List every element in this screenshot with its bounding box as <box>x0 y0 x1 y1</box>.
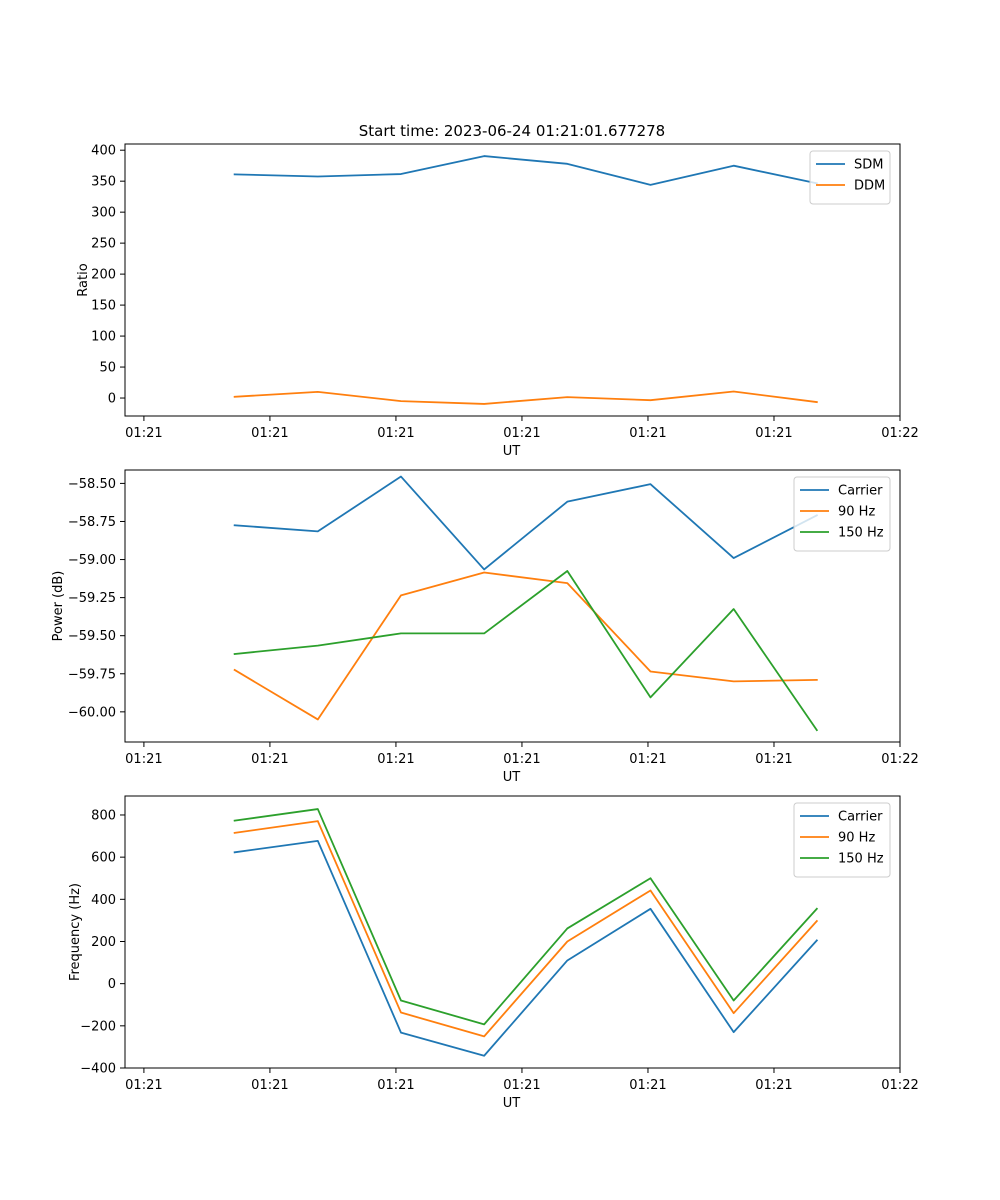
y-tick-label: 150 <box>91 299 116 314</box>
y-tick-label: 400 <box>91 893 116 908</box>
y-tick-label: 600 <box>91 851 116 866</box>
y-tick-label: −59.75 <box>68 667 116 682</box>
legend: Carrier 90 Hz 150 Hz <box>793 802 891 878</box>
figure-title: Start time: 2023-06-24 01:21:01.677278 <box>359 122 665 140</box>
y-axis-label: Frequency (Hz) <box>68 883 83 981</box>
axes-frame <box>124 795 901 1069</box>
power-chart: 01:21 01:21 01:21 01:21 01:21 01:21 01:22 −60.0… <box>51 469 919 785</box>
legend-label: 90 Hz <box>838 505 875 520</box>
y-tick-label: 200 <box>91 935 116 950</box>
x-tick-label: 01:22 <box>881 1078 918 1093</box>
x-tick-label: 01:21 <box>377 752 414 767</box>
x-tick-label: 01:21 <box>629 1078 666 1093</box>
series-line-carrier <box>233 475 819 571</box>
legend: Carrier 90 Hz 150 Hz <box>793 476 891 552</box>
y-tick-label: −59.25 <box>68 591 116 606</box>
y-tick-label: −58.50 <box>68 477 116 492</box>
y-tick-label: 100 <box>91 330 116 345</box>
y-tick-label: 200 <box>91 268 116 283</box>
legend-label: 150 Hz <box>838 526 884 541</box>
x-tick-label: 01:21 <box>125 426 162 441</box>
x-tick-label: 01:21 <box>503 1078 540 1093</box>
x-axis-label: UT <box>503 1096 521 1111</box>
y-tick-label: −60.00 <box>68 705 116 720</box>
x-tick-label: 01:22 <box>881 752 918 767</box>
x-tick-label: 01:21 <box>251 1078 288 1093</box>
legend-label: SDM <box>854 158 883 173</box>
y-tick-label: −400 <box>80 1062 116 1077</box>
series-line-sdm <box>233 155 818 186</box>
x-tick-label: 01:21 <box>629 752 666 767</box>
frequency-chart: 01:21 01:21 01:21 01:21 01:21 01:21 01:22 −400 −… <box>68 795 919 1111</box>
x-tick-label: 01:21 <box>503 752 540 767</box>
y-tick-label: −58.75 <box>68 515 116 530</box>
x-axis-label: UT <box>503 770 521 785</box>
y-tick-label: 250 <box>91 237 116 252</box>
y-tick-label: 350 <box>91 175 116 190</box>
x-tick-label: 01:21 <box>125 752 162 767</box>
x-tick-label: 01:21 <box>629 426 666 441</box>
legend-label: 150 Hz <box>838 852 884 867</box>
legend-label: DDM <box>854 179 885 194</box>
y-tick-label: 400 <box>91 144 116 159</box>
x-tick-label: 01:21 <box>377 1078 414 1093</box>
y-tick-label: 0 <box>108 977 116 992</box>
series-line-90-hz <box>233 820 819 1038</box>
x-tick-label: 01:21 <box>125 1078 162 1093</box>
y-axis-label: Ratio <box>76 263 91 296</box>
y-tick-label: −200 <box>80 1019 116 1034</box>
axes-frame <box>124 469 901 743</box>
plot-area <box>233 155 818 405</box>
axes-frame <box>124 143 901 417</box>
series-line-carrier <box>233 840 819 1057</box>
series-line-150-hz <box>233 570 819 732</box>
x-tick-label: 01:21 <box>755 1078 792 1093</box>
y-tick-label: 300 <box>91 206 116 221</box>
legend: SDM DDM <box>809 150 891 205</box>
x-tick-label: 01:22 <box>881 426 918 441</box>
ratio-chart: 01:21 01:21 01:21 01:21 01:21 01:21 01:22 0 50 10… <box>76 143 919 459</box>
x-tick-label: 01:21 <box>503 426 540 441</box>
y-tick-label: 0 <box>108 392 116 407</box>
x-tick-label: 01:21 <box>251 752 288 767</box>
legend-label: Carrier <box>838 810 883 825</box>
x-tick-label: 01:21 <box>377 426 414 441</box>
y-axis-label: Power (dB) <box>51 571 66 642</box>
series-line-90-hz <box>233 571 818 721</box>
x-tick-label: 01:21 <box>755 426 792 441</box>
series-line-ddm <box>233 390 818 405</box>
x-axis-label: UT <box>503 444 521 459</box>
series-line-150-hz <box>233 808 819 1026</box>
y-tick-label: −59.50 <box>68 629 116 644</box>
x-tick-label: 01:21 <box>251 426 288 441</box>
y-tick-label: 50 <box>99 361 116 376</box>
y-tick-label: −59.00 <box>68 553 116 568</box>
y-tick-label: 800 <box>91 808 116 823</box>
plot-area <box>233 808 819 1057</box>
x-tick-label: 01:21 <box>755 752 792 767</box>
legend-label: Carrier <box>838 484 883 499</box>
plot-area <box>233 475 819 732</box>
legend-label: 90 Hz <box>838 831 875 846</box>
